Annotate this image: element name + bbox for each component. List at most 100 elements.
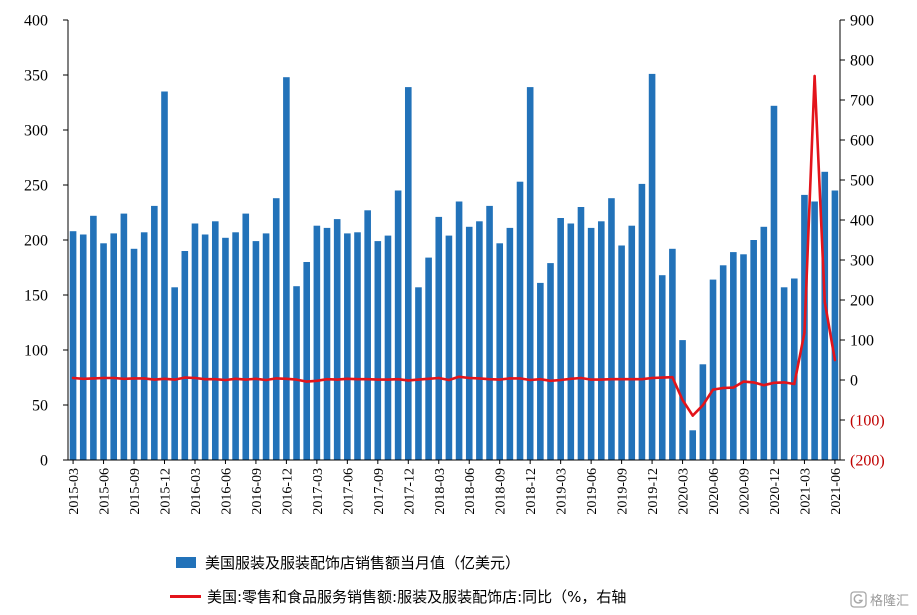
legend-line-swatch xyxy=(170,595,201,598)
x-axis-tick-label: 2020-09 xyxy=(738,468,753,515)
right-axis-tick-label: 900 xyxy=(850,13,874,30)
line-point xyxy=(264,378,268,382)
line-point xyxy=(183,376,187,379)
bar xyxy=(242,213,250,460)
bar xyxy=(110,233,118,460)
line-point xyxy=(620,378,623,381)
line-point xyxy=(427,377,430,380)
x-axis-tick-label: 2016-03 xyxy=(189,468,204,515)
bar xyxy=(100,243,107,460)
bar xyxy=(161,91,168,460)
x-axis-tick-label: 2021-06 xyxy=(829,468,844,515)
bar xyxy=(547,263,554,460)
right-axis-tick-label: 500 xyxy=(850,173,874,190)
bar xyxy=(262,233,270,460)
right-axis-tick-label: 200 xyxy=(850,293,874,310)
line-point xyxy=(468,376,471,380)
bar xyxy=(151,205,158,460)
line-point xyxy=(457,375,461,378)
x-axis-tick-label: 2019-03 xyxy=(555,468,570,515)
line-point xyxy=(823,300,826,304)
bar xyxy=(303,262,311,460)
bar xyxy=(618,245,625,460)
bar xyxy=(831,190,839,460)
legend-bar-label: 美国服装及服装配饰店销售额当月值（亿美元） xyxy=(205,554,521,572)
line-point xyxy=(203,378,207,381)
x-axis-tick-label: 2016-09 xyxy=(250,468,265,515)
line-point xyxy=(661,376,664,379)
bar xyxy=(821,171,829,461)
line-point xyxy=(295,378,298,381)
left-axis-tick-label: 200 xyxy=(24,233,48,250)
right-axis-tick-label: 300 xyxy=(850,253,874,270)
line-point xyxy=(528,378,532,382)
left-axis-tick-label: 300 xyxy=(24,123,48,140)
left-axis-tick-label: 400 xyxy=(24,13,48,30)
line-point xyxy=(782,381,786,384)
line-point xyxy=(742,380,745,383)
bar xyxy=(506,227,514,460)
line-point xyxy=(112,376,115,380)
bar xyxy=(455,201,463,460)
x-axis-tick-label: 2018-03 xyxy=(433,468,448,515)
bar xyxy=(211,221,219,460)
bar xyxy=(222,237,229,460)
bar xyxy=(293,286,300,460)
line-point xyxy=(711,388,715,391)
line-point xyxy=(153,378,156,381)
line-point xyxy=(102,376,105,380)
bar xyxy=(191,223,199,460)
bar xyxy=(272,198,280,460)
bar xyxy=(120,213,128,460)
bar xyxy=(445,235,453,460)
x-axis-tick-label: 2017-12 xyxy=(402,468,417,515)
line-point xyxy=(671,376,674,379)
bar xyxy=(79,234,87,460)
x-axis-tick-label: 2019-06 xyxy=(585,468,600,515)
line-point xyxy=(478,377,481,380)
bar xyxy=(608,198,615,460)
bar xyxy=(333,219,341,460)
x-axis-tick-label: 2020-06 xyxy=(707,468,722,515)
line-point xyxy=(650,376,654,380)
line-point xyxy=(356,378,359,381)
line-point xyxy=(71,376,75,380)
bar xyxy=(435,216,443,460)
bar xyxy=(394,190,402,460)
bar xyxy=(384,235,392,460)
left-axis-tick-label: 0 xyxy=(40,453,48,470)
line-point xyxy=(579,376,583,380)
line-point xyxy=(122,377,126,380)
left-axis-tick-label: 100 xyxy=(24,343,48,360)
bar xyxy=(719,265,727,460)
line-point xyxy=(691,414,694,417)
line-point xyxy=(681,398,684,402)
line-point xyxy=(163,377,166,380)
line-point xyxy=(569,377,573,380)
bar xyxy=(537,282,544,460)
x-axis-tick-label: 2015-03 xyxy=(67,468,82,515)
bar xyxy=(760,226,768,460)
line-point xyxy=(82,377,85,380)
legend-item-line: 美国:零售和食品服务销售额:服装及服装配饰店:同比（%，右轴 xyxy=(170,586,626,607)
bar xyxy=(689,430,697,460)
x-axis-tick-label: 2016-06 xyxy=(219,468,234,515)
line-point xyxy=(234,377,237,380)
line-point xyxy=(254,377,258,380)
x-axis-tick-label: 2019-12 xyxy=(646,468,661,515)
x-axis-tick-label: 2015-06 xyxy=(98,468,113,515)
bar xyxy=(283,77,290,460)
line-point xyxy=(285,377,288,380)
bar xyxy=(658,275,666,460)
bar xyxy=(790,278,798,460)
bar xyxy=(669,248,676,460)
bar xyxy=(557,218,564,460)
bar xyxy=(486,205,493,460)
x-axis-tick-label: 2021-03 xyxy=(798,468,813,515)
x-axis-tick-label: 2020-12 xyxy=(768,468,783,515)
line-point xyxy=(315,379,319,382)
bar xyxy=(354,232,361,460)
line-point xyxy=(752,381,755,384)
right-axis-tick-label: 100 xyxy=(850,333,874,350)
